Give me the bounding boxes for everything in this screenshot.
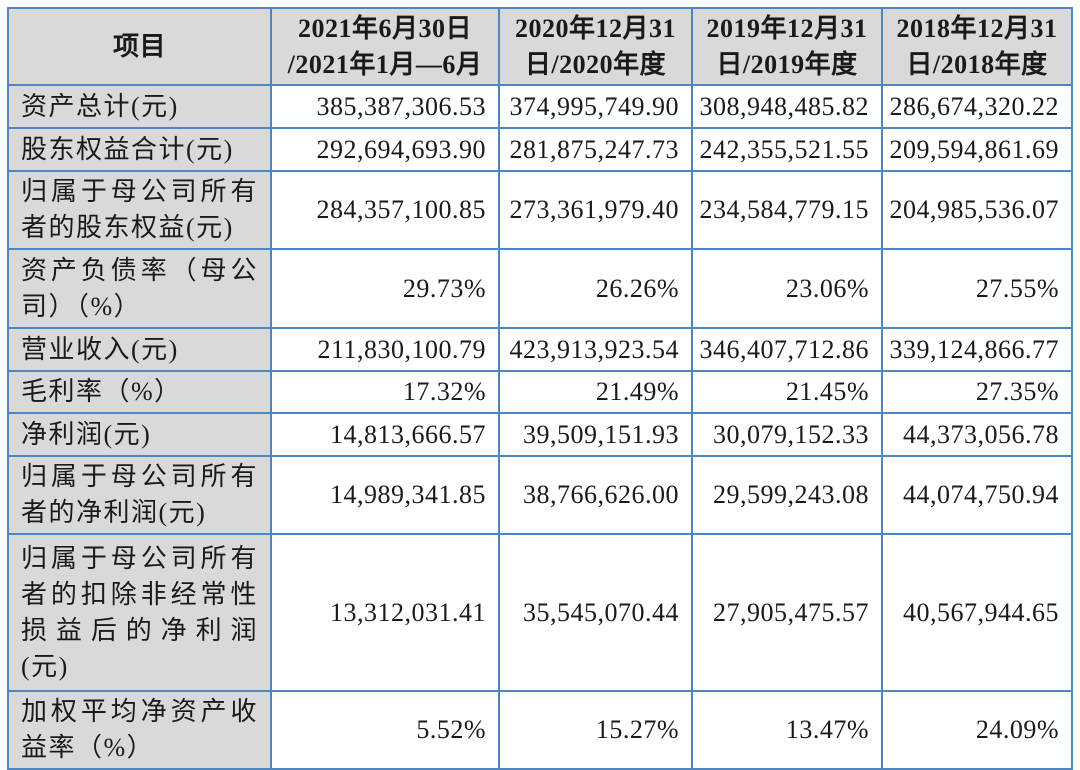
value-cell: 21.49% [498,370,693,414]
table-row: 加权平均净资产收益率（%） 5.52% 15.27% 13.47% 24.09% [7,690,1073,770]
value-cell: 21.45% [691,370,883,414]
value-cell: 284,357,100.85 [270,170,500,250]
value-cell: 14,989,341.85 [270,455,500,535]
value-cell: 423,913,923.54 [498,327,693,372]
value-cell: 14,813,666.57 [270,412,500,457]
table-row: 归属于母公司所有者的净利润(元) 14,989,341.85 38,766,626.… [7,455,1073,535]
table-row: 资产负债率（母公司）（%） 29.73% 26.26% 23.06% 27.55% [7,248,1073,329]
financial-summary-table: 项目 2021年6月30日 /2021年1月—6月 2020年12月31 日/202… [7,7,1073,770]
header-row: 项目 2021年6月30日 /2021年1月—6月 2020年12月31 日/202… [7,7,1073,86]
row-label: 股东权益合计(元) [7,127,272,172]
value-cell: 23.06% [691,248,883,329]
value-cell: 27.35% [881,370,1073,414]
value-cell: 30,079,152.33 [691,412,883,457]
value-cell: 13,312,031.41 [270,533,500,692]
period-column-header: 2018年12月31 日/2018年度 [881,7,1073,86]
value-cell: 26.26% [498,248,693,329]
value-cell: 273,361,979.40 [498,170,693,250]
row-label: 归属于母公司所有者的扣除非经常性损益后的净利润(元) [7,533,272,692]
table-row: 归属于母公司所有者的股东权益(元) 284,357,100.85 273,361,9… [7,170,1073,250]
value-cell: 24.09% [881,690,1073,770]
row-label: 净利润(元) [7,412,272,457]
table-body: 资产总计(元) 385,387,306.53 374,995,749.90 308,9… [7,84,1073,770]
value-cell: 385,387,306.53 [270,84,500,129]
period-column-header: 2020年12月31 日/2020年度 [498,7,693,86]
value-cell: 17.32% [270,370,500,414]
value-cell: 29,599,243.08 [691,455,883,535]
value-cell: 29.73% [270,248,500,329]
row-label: 毛利率（%） [7,370,272,414]
table-row: 归属于母公司所有者的扣除非经常性损益后的净利润(元) 13,312,031.41 3… [7,533,1073,692]
item-column-header: 项目 [7,7,272,86]
value-cell: 242,355,521.55 [691,127,883,172]
row-label: 归属于母公司所有者的净利润(元) [7,455,272,535]
table-header: 项目 2021年6月30日 /2021年1月—6月 2020年12月31 日/202… [7,7,1073,86]
row-label: 加权平均净资产收益率（%） [7,690,272,770]
table-row: 毛利率（%） 17.32% 21.49% 21.45% 27.35% [7,370,1073,414]
value-cell: 39,509,151.93 [498,412,693,457]
value-cell: 339,124,866.77 [881,327,1073,372]
table-row: 营业收入(元) 211,830,100.79 423,913,923.54 346,4… [7,327,1073,372]
table-row: 净利润(元) 14,813,666.57 39,509,151.93 30,079,1… [7,412,1073,457]
value-cell: 13.47% [691,690,883,770]
table-row: 资产总计(元) 385,387,306.53 374,995,749.90 308,9… [7,84,1073,129]
value-cell: 35,545,070.44 [498,533,693,692]
value-cell: 27.55% [881,248,1073,329]
value-cell: 211,830,100.79 [270,327,500,372]
value-cell: 286,674,320.22 [881,84,1073,129]
value-cell: 27,905,475.57 [691,533,883,692]
value-cell: 281,875,247.73 [498,127,693,172]
value-cell: 5.52% [270,690,500,770]
value-cell: 15.27% [498,690,693,770]
value-cell: 44,074,750.94 [881,455,1073,535]
value-cell: 346,407,712.86 [691,327,883,372]
period-column-header: 2019年12月31 日/2019年度 [691,7,883,86]
row-label: 归属于母公司所有者的股东权益(元) [7,170,272,250]
value-cell: 38,766,626.00 [498,455,693,535]
value-cell: 374,995,749.90 [498,84,693,129]
value-cell: 44,373,056.78 [881,412,1073,457]
value-cell: 292,694,693.90 [270,127,500,172]
period-column-header: 2021年6月30日 /2021年1月—6月 [270,7,500,86]
row-label: 资产总计(元) [7,84,272,129]
row-label: 资产负债率（母公司）（%） [7,248,272,329]
value-cell: 40,567,944.65 [881,533,1073,692]
value-cell: 234,584,779.15 [691,170,883,250]
value-cell: 308,948,485.82 [691,84,883,129]
row-label: 营业收入(元) [7,327,272,372]
value-cell: 204,985,536.07 [881,170,1073,250]
table-row: 股东权益合计(元) 292,694,693.90 281,875,247.73 242… [7,127,1073,172]
value-cell: 209,594,861.69 [881,127,1073,172]
